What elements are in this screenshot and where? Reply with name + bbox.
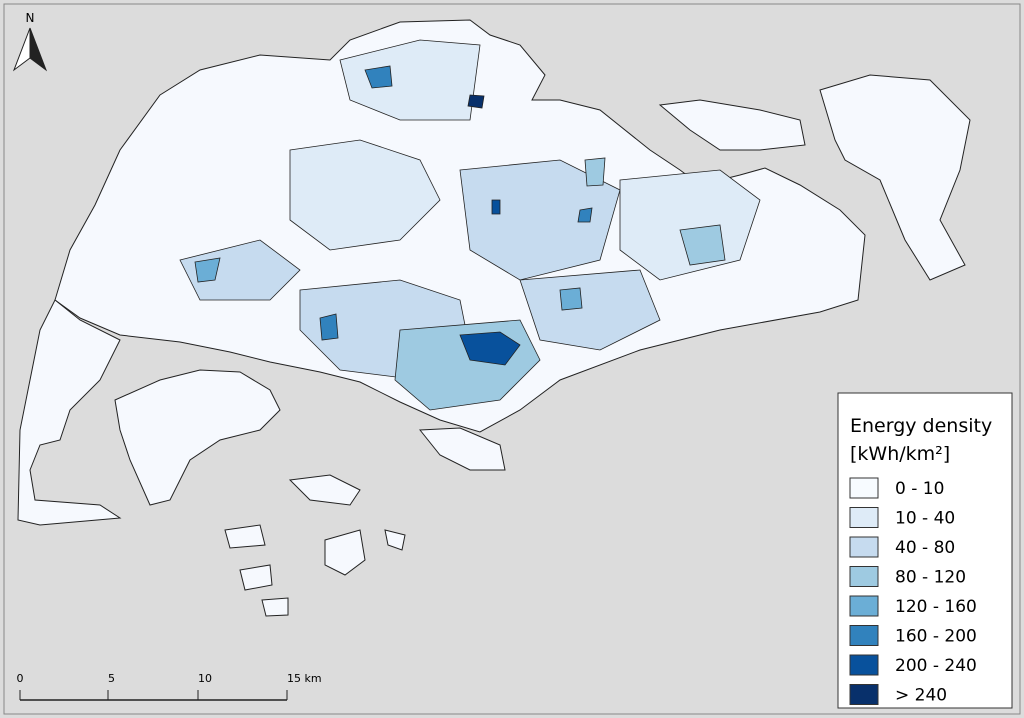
legend-swatch <box>849 654 879 676</box>
jurong-island <box>114 369 281 506</box>
island-5 <box>261 597 289 617</box>
north-arrow: N <box>12 11 48 72</box>
main-island <box>54 19 866 433</box>
legend-label: 160 - 200 <box>895 627 977 647</box>
pulau-tekong <box>819 74 971 281</box>
legend-label: > 240 <box>895 686 947 706</box>
tuas <box>17 299 122 526</box>
map-frame <box>3 3 1021 715</box>
north-label: N <box>26 11 35 25</box>
legend-label: 40 - 80 <box>895 538 955 558</box>
legend-swatch <box>849 625 879 646</box>
island-6 <box>384 529 406 551</box>
sentosa <box>418 427 506 471</box>
legend-swatch <box>849 507 879 528</box>
island-4 <box>239 564 273 591</box>
scale-label: 15 km <box>287 672 322 685</box>
legend-swatch <box>849 595 879 617</box>
legend-label: 120 - 160 <box>895 597 977 617</box>
legend-unit: [kWh/km²] <box>850 443 950 465</box>
legend-swatch <box>849 684 879 705</box>
legend-label: 80 - 120 <box>895 568 966 588</box>
legend-label: 10 - 40 <box>895 509 955 529</box>
island-2 <box>224 524 266 549</box>
legend: Energy density [kWh/km²] 0 - 10 10 - 40 40… <box>837 392 1013 709</box>
districts <box>179 39 761 411</box>
legend-label: 0 - 10 <box>895 479 944 499</box>
scale-label: 10 <box>198 672 212 685</box>
scale-label: 5 <box>108 672 115 685</box>
legend-swatch <box>849 477 879 499</box>
legend-label: 200 - 240 <box>895 656 977 676</box>
island-1 <box>288 474 361 506</box>
legend-swatch <box>849 536 879 558</box>
island-3 <box>324 529 366 576</box>
scale-label: 0 <box>17 672 24 685</box>
pulau-ubin <box>658 99 806 151</box>
scale-bar: 0 5 10 15 km <box>17 672 322 701</box>
legend-swatch <box>849 566 879 587</box>
legend-title: Energy density <box>850 415 992 437</box>
